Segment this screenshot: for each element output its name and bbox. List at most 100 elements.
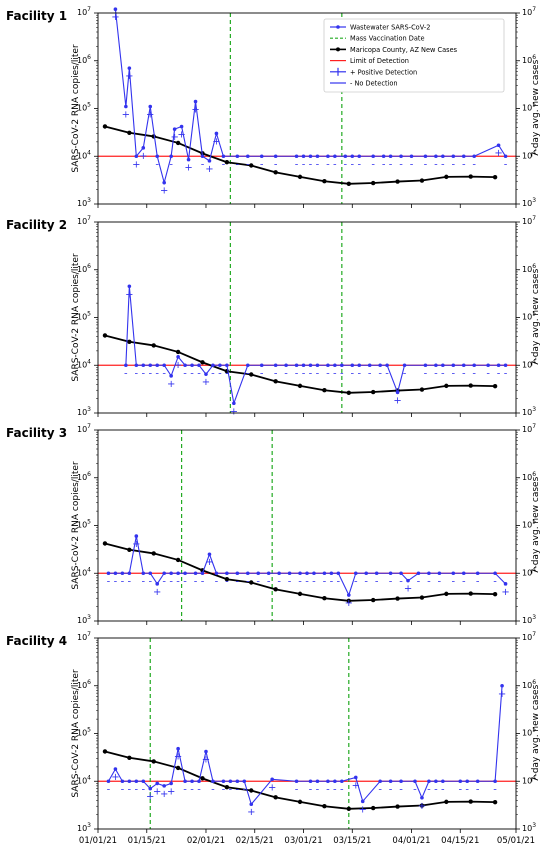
no-detection-marker: - [246,159,250,170]
wastewater-point [106,571,111,576]
y-tick-label: 105 [77,519,91,530]
y-tick-exponent: 6 [532,679,536,686]
y-tick-label: 106 [77,54,91,65]
wastewater-point [141,779,146,784]
y-axis-label-right: 7-day avg. new cases [531,59,541,157]
wastewater-point [127,571,132,576]
no-detection-marker: - [326,368,330,379]
wastewater-point [169,781,173,786]
county-cases-point [224,785,230,790]
no-detection-marker: - [399,159,403,170]
no-detection-marker: - [399,576,403,587]
wastewater-point [134,534,139,538]
wastewater-point [214,571,219,576]
wastewater-point [155,582,160,586]
county-cases-point [346,390,351,395]
no-detection-marker: - [225,368,229,379]
wastewater-point [287,571,292,576]
county-cases-point [346,598,351,603]
positive-marker: + [132,539,140,550]
wastewater-point [406,578,410,583]
x-tick-label: 01/15/21 [128,836,166,846]
wastewater-point [193,99,198,104]
y-tick-label: 103 [77,822,91,833]
y-tick-label: 107 [77,6,91,17]
county-cases-point [127,339,132,344]
wastewater-point [120,571,125,576]
y-tick-label: 107 [77,423,91,434]
no-detection-marker: - [326,784,330,795]
no-detection-marker: - [441,368,445,379]
no-detection-marker: - [124,368,128,379]
plot-frame [97,429,517,622]
y-tick-label-right: 107 [522,631,536,642]
wastewater-point [193,571,198,576]
y-tick-exponent: 3 [87,614,91,621]
wastewater-point [141,571,146,576]
x-tick-label: 03/15/21 [333,836,371,846]
wastewater-point [402,363,407,368]
wastewater-point [434,363,438,368]
positive-marker: + [167,786,175,797]
y-tick-exponent: 7 [532,215,536,222]
wastewater-point [441,154,445,159]
panel-title: Facility 2 [6,218,67,232]
positive-marker: + [153,786,161,797]
county-cases-point [468,591,473,596]
y-tick-label: 107 [77,631,91,642]
no-detection-marker: - [236,784,240,795]
legend-swatch-marker [336,47,340,52]
wastewater-point [207,159,212,163]
county-cases-point [419,178,425,183]
y-tick-exponent: 7 [532,423,536,430]
wastewater-point [207,552,212,557]
legend-vaccination: Mass Vaccination Date [350,35,425,43]
no-detection-marker: - [260,159,264,170]
county-cases-point [370,180,376,186]
wastewater-point [235,571,240,576]
positive-marker: + [418,801,426,812]
wastewater-point [106,779,111,784]
wastewater-point [134,154,139,159]
wastewater-point [169,571,173,576]
facility-panel-4: Facility 4 103 103 104 104 105 105 106 106 107 107… [6,631,541,846]
wastewater-point [259,363,264,368]
positive-marker: + [146,792,154,803]
y-tick-exponent: 6 [532,263,536,270]
plot-frame [97,637,517,830]
y-tick-exponent: 5 [87,727,91,734]
no-detection-marker: - [162,368,166,379]
county-cases-point [151,759,156,764]
no-detection-marker: - [350,159,354,170]
y-tick-label: 103 [77,197,91,208]
y-tick-label: 106 [77,263,91,274]
positive-marker: + [498,689,506,700]
y-tick-label: 104 [77,149,91,160]
positive-marker: + [404,584,412,595]
county-cases-point [102,124,108,129]
no-detection-marker: - [312,576,316,587]
county-cases-point [273,795,278,800]
wastewater-point [183,779,187,784]
y-tick-exponent: 4 [87,149,91,156]
county-cases-point [127,755,132,760]
wastewater-point [315,154,320,159]
no-detection-marker: - [476,576,480,587]
county-cases-point [444,591,449,597]
wastewater-point [245,571,250,576]
positive-marker: + [111,772,119,783]
no-detection-marker: - [211,784,215,795]
y-tick-label-right: 104 [522,774,536,785]
no-detection-marker: - [121,784,125,795]
wastewater-point [228,779,233,784]
no-detection-marker: - [476,784,480,795]
wastewater-point [353,571,358,576]
county-cases-point [249,788,254,793]
wastewater-point [284,363,288,368]
county-cases-point [273,379,278,384]
wastewater-point [326,779,330,784]
wastewater-point [340,779,344,784]
wastewater-point [378,363,382,368]
wastewater-point [360,799,365,804]
wastewater-point [475,779,480,784]
